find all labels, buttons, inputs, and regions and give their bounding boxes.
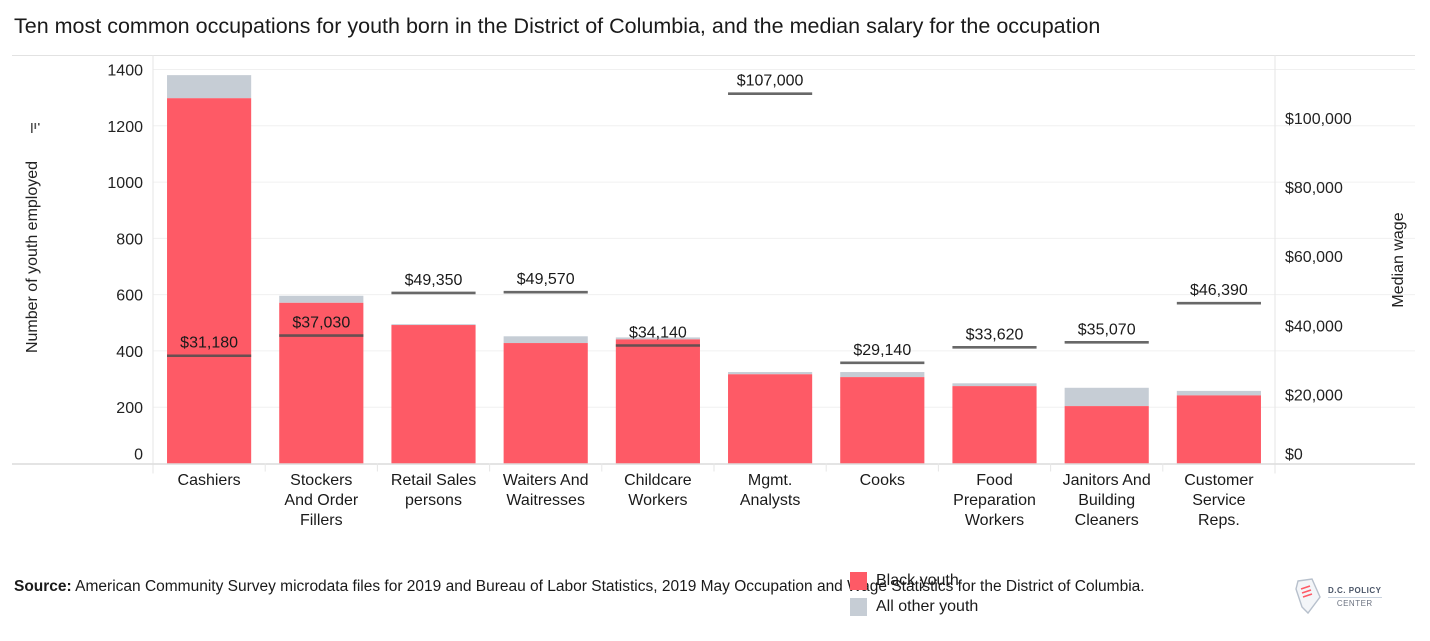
- bar-all-other-youth: [391, 324, 476, 326]
- y2-tick-label: $100,000: [1285, 111, 1352, 128]
- x-category-label: Workers: [965, 512, 1024, 529]
- bar-all-other-youth: [1064, 387, 1149, 407]
- wage-label: $107,000: [737, 73, 804, 90]
- dc-policy-center-logo: D.C. POLICY CENTER: [1292, 577, 1382, 617]
- x-category-label: Waitresses: [506, 492, 585, 509]
- bar-black-youth: [1064, 406, 1149, 464]
- legend-item-black-youth: Black youth: [850, 568, 978, 594]
- y2-tick-label: $20,000: [1285, 387, 1343, 404]
- wage-label: $29,140: [853, 342, 911, 359]
- legend-swatch-all-other-youth: [850, 598, 867, 616]
- y-axis-title: Number of youth employed: [24, 161, 41, 353]
- y-tick-label: 200: [116, 400, 143, 417]
- bar-black-youth: [167, 98, 252, 464]
- legend-label: Black youth: [876, 572, 959, 589]
- wage-label: $49,350: [405, 272, 463, 289]
- x-category-label: And Order: [284, 492, 358, 509]
- x-category-label: Analysts: [740, 492, 800, 509]
- sort-icon-bar: [34, 123, 37, 129]
- bar-black-youth: [279, 302, 364, 464]
- bar-all-other-youth: [615, 337, 700, 340]
- x-category-label: Workers: [628, 492, 687, 509]
- legend-swatch-black-youth: [850, 572, 867, 590]
- y-tick-label: 400: [116, 344, 143, 361]
- legend: Black youth All other youth: [850, 568, 978, 620]
- bar-black-youth: [503, 343, 588, 464]
- axes: [12, 55, 1415, 474]
- y-tick-label: 800: [116, 231, 143, 248]
- x-category-label: Customer: [1184, 472, 1254, 489]
- chart-title: Ten most common occupations for youth bo…: [14, 14, 1101, 38]
- x-category-label: Food: [976, 472, 1012, 489]
- bar-all-other-youth: [728, 372, 813, 375]
- x-category-label: persons: [405, 492, 462, 509]
- bar-all-other-youth: [279, 295, 364, 303]
- wage-label: $34,140: [629, 325, 687, 342]
- y-tick-label: 1200: [107, 119, 143, 136]
- y-tick-label: 1400: [107, 63, 143, 80]
- bar-black-youth: [728, 374, 813, 464]
- source-text: American Community Survey microdata file…: [71, 578, 1145, 595]
- x-category-label: Cooks: [860, 472, 905, 489]
- bar-black-youth: [391, 325, 476, 464]
- labels: 0 200 400 600 800 1000 1200 1400 $0 $20,000 $40,00…: [24, 63, 1407, 530]
- y-tick-label: 1000: [107, 175, 143, 192]
- y-tick-label: 600: [116, 288, 143, 305]
- x-category-label: Janitors And: [1063, 472, 1151, 489]
- title-divider: [12, 55, 1415, 56]
- sort-icon-bar: [38, 123, 40, 126]
- source-label: Source:: [14, 578, 72, 595]
- wage-label: $49,570: [517, 271, 575, 288]
- chart: $31,180 $37,030 $49,350 $49,570 $34,140 $107,…: [12, 55, 1415, 530]
- legend-item-all-other-youth: All other youth: [850, 594, 978, 620]
- logo-line1: D.C. POLICY: [1328, 586, 1382, 595]
- x-category-label: Childcare: [624, 472, 692, 489]
- source-note: Source: American Community Survey microd…: [14, 577, 1145, 597]
- bar-black-youth: [952, 386, 1037, 464]
- wage-label: $31,180: [180, 335, 238, 352]
- sort-icon: [31, 123, 40, 133]
- x-category-label: Reps.: [1198, 512, 1240, 529]
- y-tick-label: 0: [134, 447, 143, 464]
- y2-tick-label: $40,000: [1285, 318, 1343, 335]
- x-category-label: Preparation: [953, 492, 1036, 509]
- wage-label: $46,390: [1190, 282, 1248, 299]
- bar-all-other-youth: [1176, 390, 1261, 396]
- bar-black-youth: [615, 339, 700, 464]
- legend-label: All other youth: [876, 598, 979, 615]
- sort-icon-bar: [31, 123, 33, 133]
- x-category-label: Fillers: [300, 512, 343, 529]
- bar-black-youth: [840, 377, 925, 464]
- x-category-label: Cleaners: [1075, 512, 1139, 529]
- y2-tick-label: $80,000: [1285, 180, 1343, 197]
- bar-all-other-youth: [503, 336, 588, 344]
- bars: [167, 75, 1261, 464]
- bar-all-other-youth: [840, 372, 925, 378]
- y2-tick-label: $0: [1285, 447, 1303, 464]
- bar-all-other-youth: [952, 383, 1037, 387]
- wage-label: $37,030: [292, 315, 350, 332]
- wage-markers: $31,180 $37,030 $49,350 $49,570 $34,140 $107,…: [167, 73, 1261, 365]
- wage-label: $35,070: [1078, 321, 1136, 338]
- x-category-label: Building: [1078, 492, 1135, 509]
- y2-tick-label: $60,000: [1285, 249, 1343, 266]
- logo-line2: CENTER: [1328, 597, 1382, 609]
- logo-text: D.C. POLICY CENTER: [1328, 585, 1382, 609]
- bar-black-youth: [1176, 395, 1261, 464]
- y2-axis-title: Median wage: [1390, 212, 1407, 307]
- x-category-label: Mgmt.: [748, 472, 792, 489]
- bar-all-other-youth: [167, 75, 252, 99]
- x-category-label: Service: [1192, 492, 1245, 509]
- x-category-label: Retail Sales: [391, 472, 476, 489]
- dc-map-icon: [1295, 578, 1321, 615]
- wage-label: $33,620: [966, 326, 1024, 343]
- x-category-label: Stockers: [290, 472, 352, 489]
- x-category-label: Cashiers: [178, 472, 241, 489]
- x-category-label: Waiters And: [503, 472, 589, 489]
